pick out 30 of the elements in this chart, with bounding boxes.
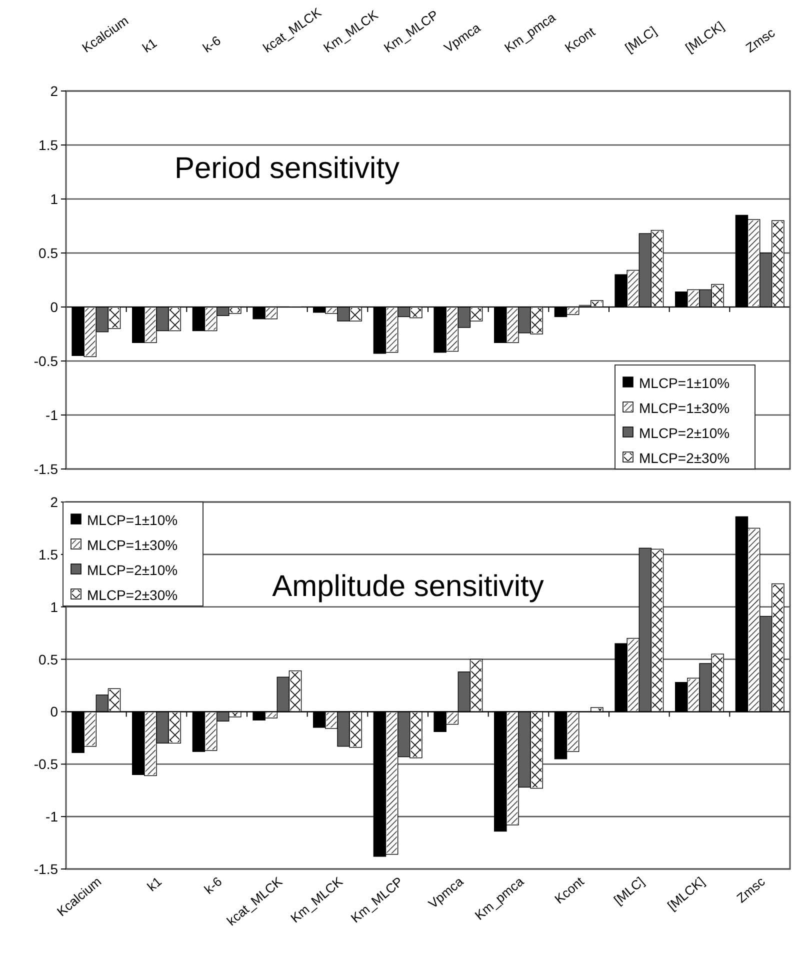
y-tick-label: -1 xyxy=(46,808,58,825)
y-tick-label: 0 xyxy=(50,299,58,315)
text: Period sensitivity xyxy=(174,152,400,185)
legend-label: MLCP=1±30% xyxy=(87,537,178,553)
y-tick-label: 1 xyxy=(50,598,58,615)
text: Amplitude sensitivity xyxy=(272,570,544,603)
legend-label: MLCP=2±30% xyxy=(87,587,178,603)
legend-label: MLCP=2±30% xyxy=(639,450,730,466)
legend-label: MLCP=1±10% xyxy=(87,512,178,528)
y-tick-label: -1.5 xyxy=(34,461,58,477)
y-tick-label: -0.5 xyxy=(34,353,58,369)
legend-label: MLCP=2±10% xyxy=(639,425,730,441)
x-tick-label: k-6 xyxy=(200,32,224,56)
x-tick-label: k-6 xyxy=(201,874,225,897)
legend-label: MLCP=2±10% xyxy=(87,562,178,578)
y-tick-label: 0.5 xyxy=(38,651,58,668)
y-tick-label: 1.5 xyxy=(38,546,58,562)
legend-label: MLCP=1±10% xyxy=(639,375,730,391)
y-tick-label: 2 xyxy=(50,83,58,99)
y-tick-label: 1 xyxy=(50,191,58,207)
y-tick-label: -1 xyxy=(46,407,58,423)
y-tick-label: 1.5 xyxy=(38,137,58,153)
y-tick-label: -1.5 xyxy=(34,861,58,877)
y-tick-label: 0 xyxy=(50,704,58,720)
y-tick-label: -0.5 xyxy=(34,756,58,772)
y-tick-label: 0.5 xyxy=(38,245,58,261)
legend-label: MLCP=1±30% xyxy=(639,400,730,416)
y-tick-label: 2 xyxy=(50,494,58,510)
x-tick-label: k1 xyxy=(140,35,160,56)
x-tick-label: k1 xyxy=(144,874,164,894)
